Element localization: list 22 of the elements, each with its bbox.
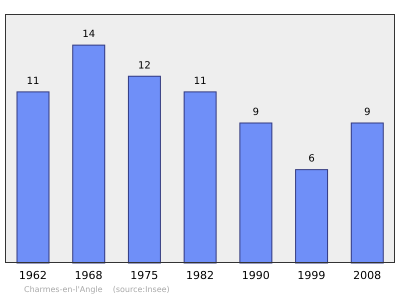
bar <box>350 122 384 264</box>
data-label: 9 <box>252 106 260 118</box>
bar <box>72 44 106 264</box>
data-label: 11 <box>194 76 207 87</box>
data-label: 6 <box>308 154 315 165</box>
bar <box>16 91 50 264</box>
x-tick-label: 1999 <box>297 268 326 282</box>
x-tick-label: 1982 <box>186 268 214 282</box>
bar <box>128 76 161 264</box>
x-tick-label: 1990 <box>242 268 270 282</box>
x-tick-label: 1962 <box>18 268 47 282</box>
x-tick-label: 1968 <box>74 268 103 282</box>
data-label: 11 <box>26 76 40 87</box>
bar <box>184 91 217 264</box>
text: Charmes-en-l'Angle (source:Insee) <box>24 285 170 294</box>
x-tick-label: 1975 <box>130 268 158 282</box>
bar <box>239 122 272 264</box>
bar <box>295 169 328 264</box>
x-tick-label: 2008 <box>353 268 382 282</box>
data-label: 9 <box>364 106 370 118</box>
data-label: 14 <box>82 29 96 40</box>
data-label: 12 <box>138 60 151 72</box>
